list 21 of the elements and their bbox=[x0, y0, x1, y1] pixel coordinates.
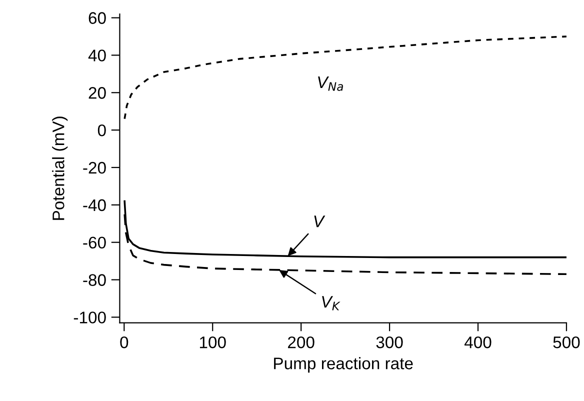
y-tick-label: 20 bbox=[88, 87, 106, 99]
y-tick-label: -80 bbox=[83, 274, 106, 286]
x-tick-label: 400 bbox=[464, 336, 492, 348]
series-label: V$_{K}$ bbox=[322, 296, 340, 310]
x-tick-label: 200 bbox=[288, 336, 314, 348]
y-tick-label: -20 bbox=[83, 162, 106, 174]
y-tick-label: 60 bbox=[88, 12, 106, 24]
x-axis-title: Pump reaction rate bbox=[274, 357, 413, 373]
x-tick-label: 0 bbox=[120, 336, 128, 348]
y-tick-label: -40 bbox=[83, 199, 106, 212]
y-tick-label: -60 bbox=[83, 236, 106, 249]
x-tick-label: 300 bbox=[376, 336, 403, 348]
y-axis-title: Potential (mV) bbox=[52, 116, 68, 220]
y-tick-label: 0 bbox=[98, 124, 106, 136]
y-tick-label: 40 bbox=[88, 50, 106, 62]
line-series bbox=[124, 36, 566, 120]
series-label: V bbox=[314, 216, 326, 228]
x-tick-label: 500 bbox=[553, 336, 580, 348]
y-tick-label: -100 bbox=[74, 312, 106, 324]
x-tick-label: 100 bbox=[200, 336, 226, 348]
series-label: V$_{Na}$ bbox=[318, 76, 343, 91]
